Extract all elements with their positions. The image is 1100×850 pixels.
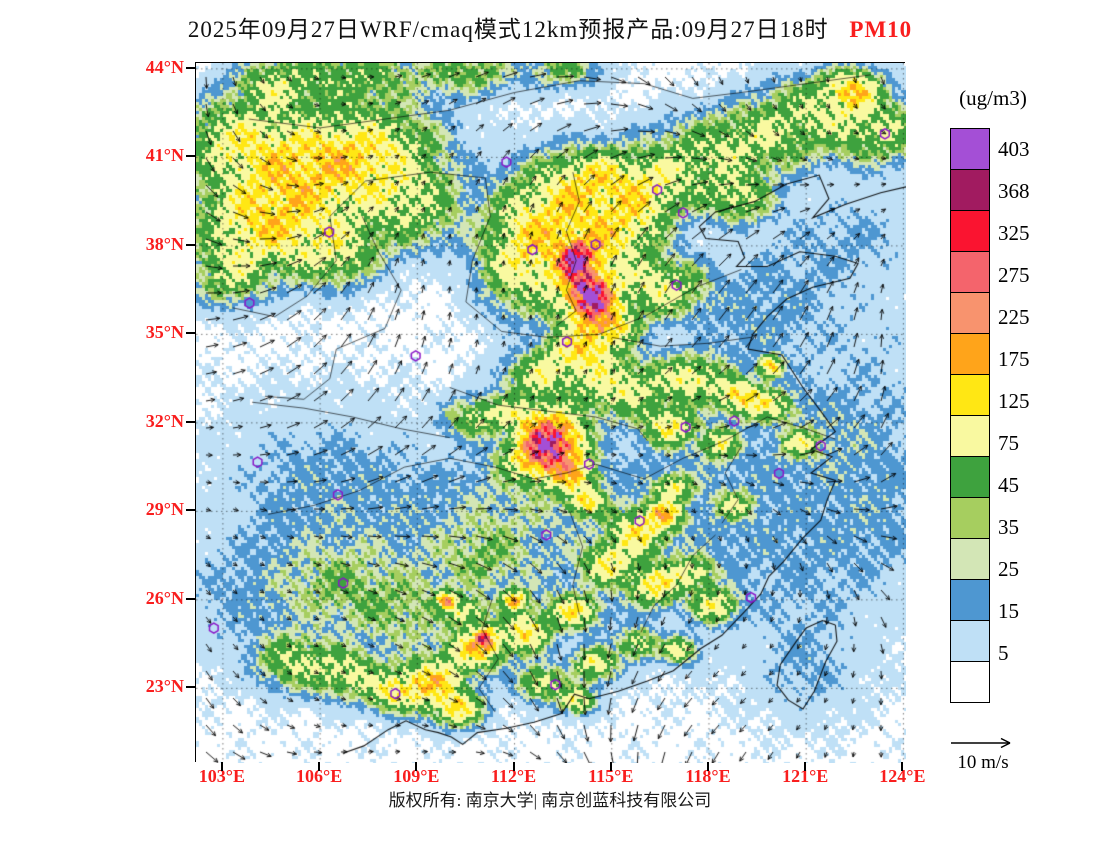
colorbar-swatch [950, 579, 990, 621]
colorbar-tick-label: 325 [998, 221, 1030, 245]
map-plot-area [195, 62, 906, 763]
lon-tick-label: 109°E [393, 766, 440, 786]
lat-tick-label: 23°N [145, 676, 184, 697]
lon-tick-mark [804, 762, 807, 771]
lat-tick-label: 26°N [145, 587, 184, 608]
colorbar-swatch [950, 292, 990, 334]
colorbar-tick-label: 25 [998, 557, 1019, 581]
colorbar-tick-label: 45 [998, 473, 1019, 497]
colorbar-swatch [950, 210, 990, 252]
lon-tick-label: 118°E [685, 766, 731, 786]
lon-tick-label: 121°E [782, 766, 829, 786]
pollutant-label: PM10 [849, 17, 913, 42]
colorbar-swatch [950, 333, 990, 375]
colorbar [950, 128, 990, 703]
wind-speed-label: 10 m/s [957, 752, 1009, 773]
lat-tick-mark [186, 509, 195, 512]
lat-tick-label: 32°N [145, 410, 184, 431]
colorbar-tick-label: 5 [998, 641, 1009, 665]
colorbar-swatch [950, 128, 990, 170]
lat-tick-label: 38°N [145, 233, 184, 254]
colorbar-swatch [950, 374, 990, 416]
forecast-title: 2025年09月27日WRF/cmaq模式12km预报产品:09月27日18时 … [0, 10, 1100, 44]
colorbar-units-label: (ug/m3) [959, 86, 1027, 110]
colorbar-tick-label: 175 [998, 347, 1030, 371]
colorbar-tick-label: 275 [998, 263, 1030, 287]
lat-tick-mark [186, 420, 195, 423]
colorbar-tick-label: 368 [998, 179, 1030, 203]
lat-tick-label: 29°N [145, 499, 184, 520]
colorbar-swatch [950, 415, 990, 457]
lon-tick-label: 106°E [296, 766, 343, 786]
wind-arrow-icon [951, 737, 1011, 749]
lat-tick-mark [186, 332, 195, 335]
colorbar-swatch [950, 538, 990, 580]
colorbar-swatch [950, 661, 990, 703]
lon-tick-label: 103°E [198, 766, 245, 786]
lat-tick-mark [186, 597, 195, 600]
title-text: 2025年09月27日WRF/cmaq模式12km预报产品:09月27日18时 [187, 17, 829, 42]
lon-tick-mark [901, 762, 904, 771]
colorbar-swatch [950, 169, 990, 211]
lat-tick-label: 44°N [145, 56, 184, 77]
colorbar-swatch [950, 456, 990, 498]
lon-tick-mark [220, 762, 223, 771]
colorbar-swatch [950, 620, 990, 662]
lat-tick-mark [186, 686, 195, 689]
colorbar-swatch [950, 497, 990, 539]
wind-reference: 10 m/s [948, 735, 1018, 774]
colorbar-tick-label: 125 [998, 389, 1030, 413]
colorbar-swatch [950, 251, 990, 293]
lon-tick-mark [609, 762, 612, 771]
lat-tick-mark [186, 66, 195, 69]
lon-tick-mark [415, 762, 418, 771]
lon-tick-label: 115°E [588, 766, 634, 786]
colorbar-tick-label: 225 [998, 305, 1030, 329]
lon-tick-label: 112°E [490, 766, 537, 786]
colorbar-tick-label: 75 [998, 431, 1019, 455]
lat-tick-mark [186, 155, 195, 158]
colorbar-tick-label: 35 [998, 515, 1019, 539]
lon-tick-mark [706, 762, 709, 771]
lon-tick-mark [318, 762, 321, 771]
forecast-map-canvas [196, 63, 906, 763]
colorbar-tick-label: 403 [998, 137, 1030, 161]
copyright-text: 版权所有: 南京大学| 南京创蓝科技有限公司 [388, 791, 712, 810]
lon-tick-label: 124°E [879, 766, 926, 786]
colorbar-tick-label: 15 [998, 599, 1019, 623]
lat-tick-mark [186, 243, 195, 246]
lat-tick-label: 41°N [145, 145, 184, 166]
lon-tick-mark [512, 762, 515, 771]
lat-tick-label: 35°N [145, 322, 184, 343]
